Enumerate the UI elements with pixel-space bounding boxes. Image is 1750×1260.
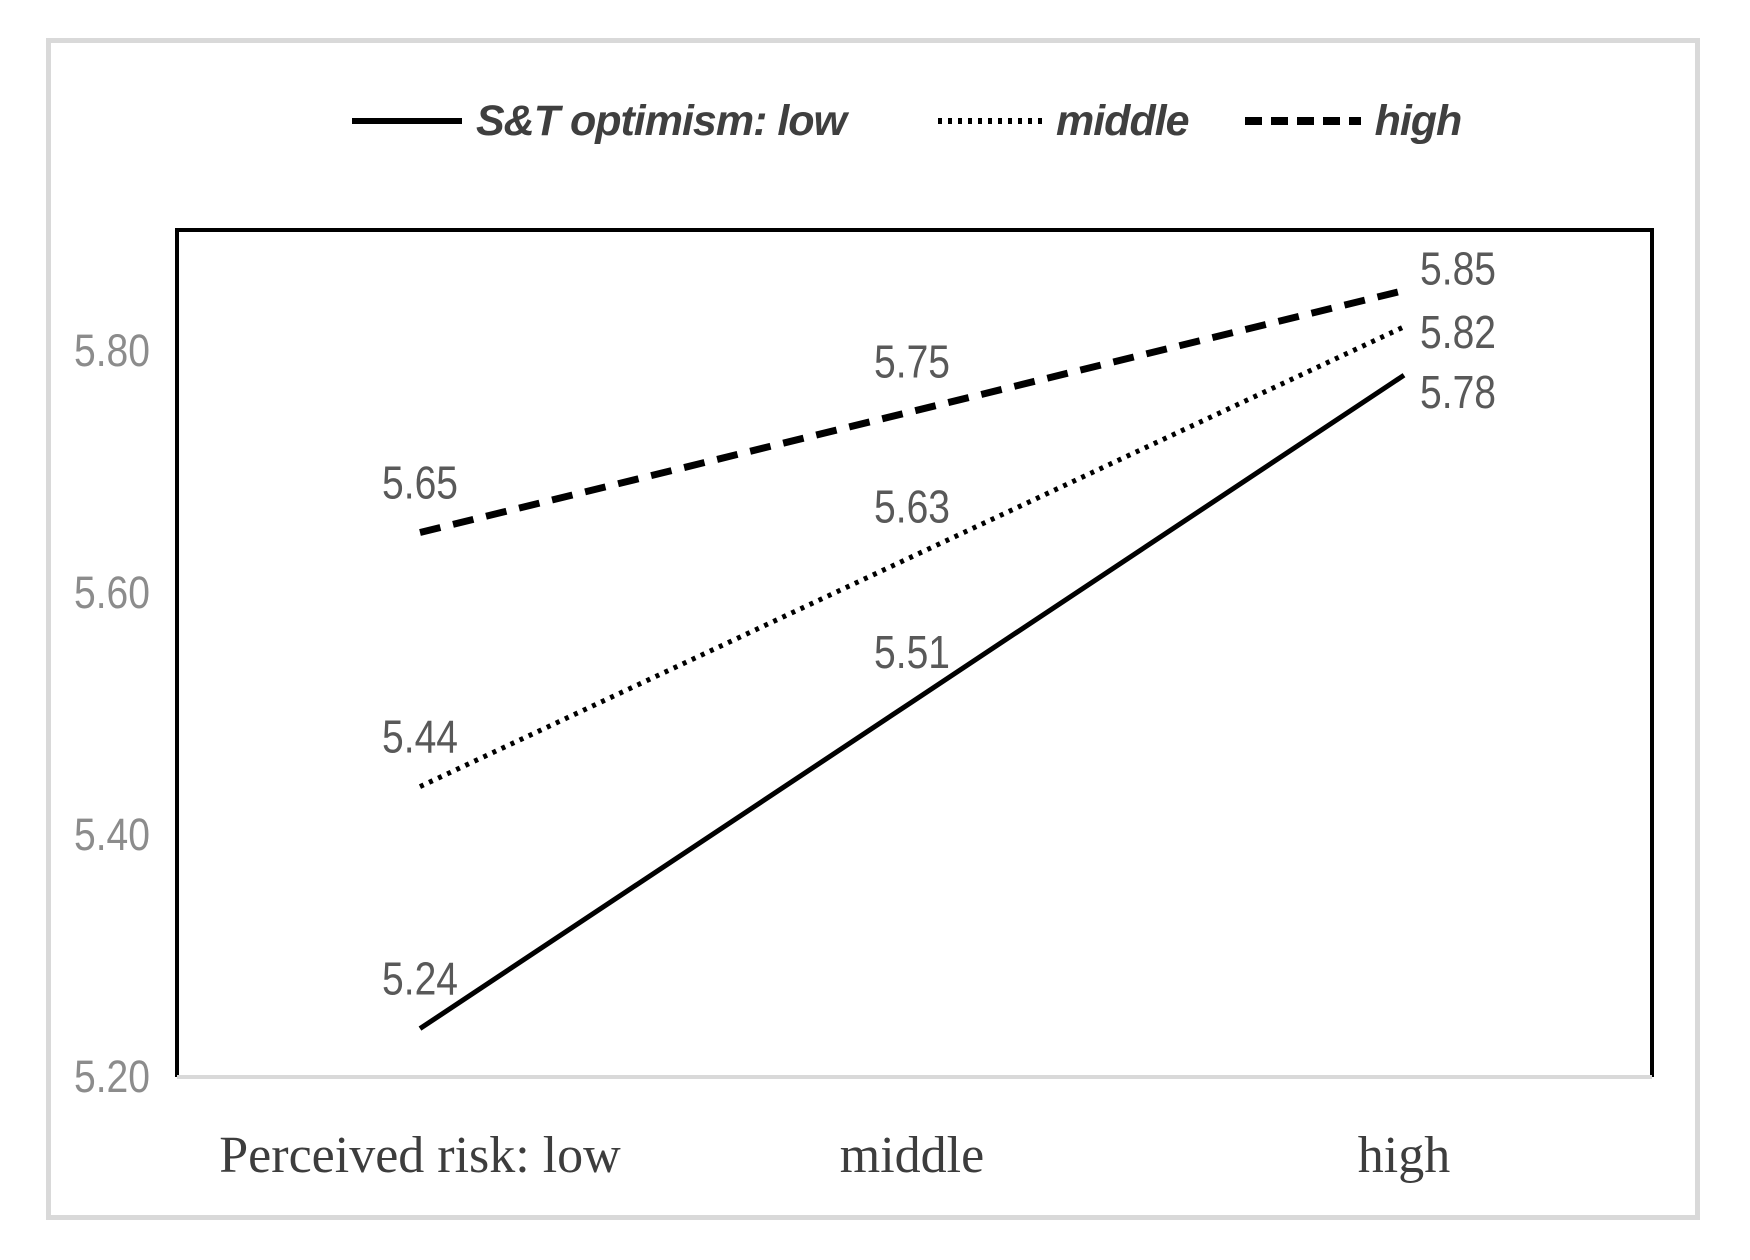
figure-border	[46, 38, 1700, 1220]
chart-legend: S&T optimism: low middle high	[352, 96, 1463, 146]
legend-item-low: S&T optimism: low	[352, 96, 847, 146]
data-label: 5.78	[1420, 366, 1496, 418]
series-line-dotted	[418, 324, 1406, 789]
data-label: 5.85	[1420, 243, 1496, 295]
solid-line-sample-icon	[352, 118, 462, 124]
data-label: 5.82	[1420, 306, 1496, 358]
legend-label-low: S&T optimism: low	[476, 96, 847, 145]
legend-item-middle: middle	[938, 96, 1190, 146]
legend-label-high: high	[1374, 96, 1463, 145]
x-category-label: Perceived risk: low	[219, 1127, 621, 1184]
legend-label-middle: middle	[1056, 96, 1190, 145]
y-tick-label: 5.20	[74, 1051, 150, 1102]
data-label: 5.75	[874, 336, 950, 388]
series-lines	[418, 287, 1406, 1031]
x-category-label: middle	[840, 1127, 984, 1184]
data-label: 5.44	[382, 711, 458, 763]
chart-labels: 5.20 5.40 5.60 5.80 Perceived risk: low middl…	[74, 243, 1496, 1185]
dotted-line-sample-icon	[938, 118, 1042, 124]
legend-item-high: high	[1244, 96, 1463, 146]
data-label: 5.65	[382, 457, 458, 509]
series-line-solid	[418, 373, 1406, 1031]
dashed-line-sample-icon	[1244, 117, 1361, 125]
y-tick-label: 5.80	[74, 325, 150, 376]
plot-area-border	[175, 228, 1654, 1079]
y-tick-label: 5.40	[74, 809, 150, 860]
data-label: 5.24	[382, 953, 458, 1005]
y-tick-label: 5.60	[74, 567, 150, 618]
data-label: 5.51	[874, 626, 950, 678]
x-category-label: high	[1358, 1127, 1450, 1184]
data-label: 5.63	[874, 481, 950, 533]
